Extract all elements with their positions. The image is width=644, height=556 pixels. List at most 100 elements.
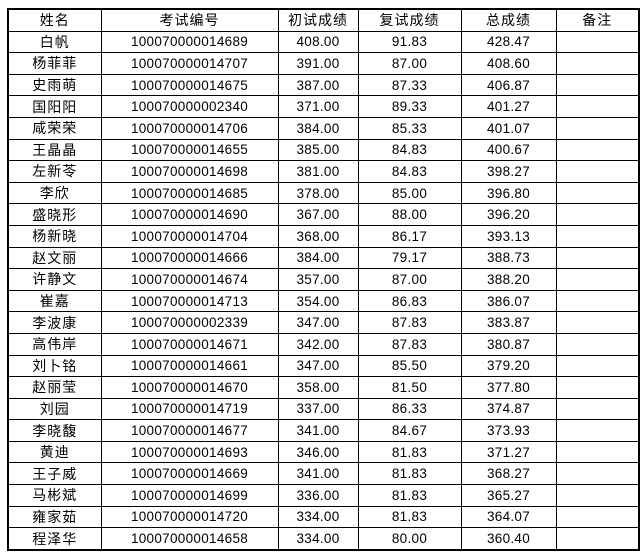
- cell-total-score: 401.07: [460, 116, 557, 140]
- cell-exam-id: 100070000014671: [100, 332, 279, 356]
- cell-remark: [555, 52, 640, 75]
- cell-exam-id: 100070000014689: [100, 30, 279, 54]
- cell-total-score: 364.07: [460, 505, 557, 529]
- cell-retest-score: 87.00: [357, 52, 462, 75]
- cell-retest-score: 81.83: [357, 440, 462, 464]
- cell-name: 史雨萌: [7, 73, 102, 97]
- column-header-total-score: 总成绩: [460, 8, 557, 32]
- cell-exam-id: 100070000014713: [100, 289, 279, 313]
- cell-exam-id: 100070000014690: [100, 203, 279, 226]
- cell-retest-score: 85.00: [357, 181, 462, 205]
- cell-remark: [555, 203, 640, 226]
- cell-retest-score: 87.83: [357, 332, 462, 356]
- cell-retest-score: 84.83: [357, 160, 462, 183]
- cell-initial-score: 367.00: [277, 203, 359, 226]
- cell-remark: [555, 332, 640, 356]
- table-row: 左新苓 100070000014698 381.00 84.83 398.27: [7, 160, 640, 183]
- cell-remark: [555, 462, 640, 486]
- cell-initial-score: 341.00: [277, 462, 359, 486]
- cell-exam-id: 100070000014720: [100, 505, 279, 529]
- cell-total-score: 428.47: [460, 30, 557, 54]
- cell-remark: [555, 527, 640, 551]
- cell-initial-score: 334.00: [277, 527, 359, 551]
- cell-retest-score: 86.33: [357, 397, 462, 421]
- exam-score-table: 姓名 考试编号 初试成绩 复试成绩 总成绩 备注 白帆 100070000014689 408…: [7, 8, 640, 551]
- column-header-retest-score: 复试成绩: [357, 8, 462, 32]
- cell-name: 刘园: [7, 397, 102, 421]
- cell-retest-score: 81.83: [357, 462, 462, 486]
- cell-remark: [555, 289, 640, 313]
- cell-total-score: 360.40: [460, 527, 557, 551]
- cell-initial-score: 371.00: [277, 95, 359, 118]
- cell-exam-id: 100070000014661: [100, 354, 279, 378]
- table-row: 许静文 100070000014674 357.00 87.00 388.20: [7, 268, 640, 291]
- column-header-initial-score: 初试成绩: [277, 8, 359, 32]
- cell-name: 王子威: [7, 462, 102, 486]
- cell-retest-score: 87.83: [357, 311, 462, 334]
- cell-retest-score: 91.83: [357, 30, 462, 54]
- cell-initial-score: 391.00: [277, 52, 359, 75]
- table-row: 刘卜铭 100070000014661 347.00 85.50 379.20: [7, 354, 640, 378]
- table-row: 李晓馥 100070000014677 341.00 84.67 373.93: [7, 419, 640, 442]
- cell-remark: [555, 505, 640, 529]
- cell-remark: [555, 224, 640, 248]
- cell-name: 李波康: [7, 311, 102, 334]
- cell-exam-id: 100070000014669: [100, 462, 279, 486]
- cell-name: 赵丽莹: [7, 376, 102, 399]
- cell-remark: [555, 138, 640, 162]
- cell-remark: [555, 484, 640, 507]
- cell-name: 左新苓: [7, 160, 102, 183]
- cell-total-score: 398.27: [460, 160, 557, 183]
- cell-retest-score: 85.33: [357, 116, 462, 140]
- cell-name: 王晶晶: [7, 138, 102, 162]
- cell-exam-id: 100070000014719: [100, 397, 279, 421]
- cell-retest-score: 86.17: [357, 224, 462, 248]
- cell-name: 李欣: [7, 181, 102, 205]
- cell-exam-id: 100070000014698: [100, 160, 279, 183]
- cell-name: 白帆: [7, 30, 102, 54]
- cell-exam-id: 100070000014658: [100, 527, 279, 551]
- cell-name: 杨菲菲: [7, 52, 102, 75]
- table-row: 白帆 100070000014689 408.00 91.83 428.47: [7, 30, 640, 54]
- cell-initial-score: 357.00: [277, 268, 359, 291]
- cell-total-score: 388.20: [460, 268, 557, 291]
- table-row: 盛晓形 100070000014690 367.00 88.00 396.20: [7, 203, 640, 226]
- cell-total-score: 386.07: [460, 289, 557, 313]
- cell-remark: [555, 116, 640, 140]
- cell-initial-score: 368.00: [277, 224, 359, 248]
- cell-name: 雍家茹: [7, 505, 102, 529]
- cell-name: 许静文: [7, 268, 102, 291]
- cell-initial-score: 347.00: [277, 354, 359, 378]
- cell-retest-score: 87.33: [357, 73, 462, 97]
- table-row: 程泽华 100070000014658 334.00 80.00 360.40: [7, 527, 640, 551]
- column-header-remark: 备注: [555, 8, 640, 32]
- cell-remark: [555, 397, 640, 421]
- cell-name: 黄迪: [7, 440, 102, 464]
- cell-remark: [555, 95, 640, 118]
- cell-remark: [555, 268, 640, 291]
- cell-name: 盛晓形: [7, 203, 102, 226]
- cell-total-score: 396.80: [460, 181, 557, 205]
- cell-total-score: 406.87: [460, 73, 557, 97]
- cell-initial-score: 347.00: [277, 311, 359, 334]
- cell-name: 杨新晓: [7, 224, 102, 248]
- cell-exam-id: 100070000014670: [100, 376, 279, 399]
- table-row: 杨新晓 100070000014704 368.00 86.17 393.13: [7, 224, 640, 248]
- cell-name: 程泽华: [7, 527, 102, 551]
- column-header-exam-id: 考试编号: [100, 8, 279, 32]
- table-row: 雍家茹 100070000014720 334.00 81.83 364.07: [7, 505, 640, 529]
- table-row: 赵丽莹 100070000014670 358.00 81.50 377.80: [7, 376, 640, 399]
- cell-exam-id: 100070000014693: [100, 440, 279, 464]
- cell-total-score: 379.20: [460, 354, 557, 378]
- cell-name: 赵文丽: [7, 246, 102, 270]
- cell-initial-score: 341.00: [277, 419, 359, 442]
- table-row: 李欣 100070000014685 378.00 85.00 396.80: [7, 181, 640, 205]
- table-row: 崔嘉 100070000014713 354.00 86.83 386.07: [7, 289, 640, 313]
- cell-remark: [555, 376, 640, 399]
- cell-exam-id: 100070000002340: [100, 95, 279, 118]
- table-body: 白帆 100070000014689 408.00 91.83 428.47 杨菲菲 100…: [7, 30, 640, 551]
- cell-initial-score: 408.00: [277, 30, 359, 54]
- cell-initial-score: 346.00: [277, 440, 359, 464]
- table-row: 咸荣荣 100070000014706 384.00 85.33 401.07: [7, 116, 640, 140]
- cell-initial-score: 358.00: [277, 376, 359, 399]
